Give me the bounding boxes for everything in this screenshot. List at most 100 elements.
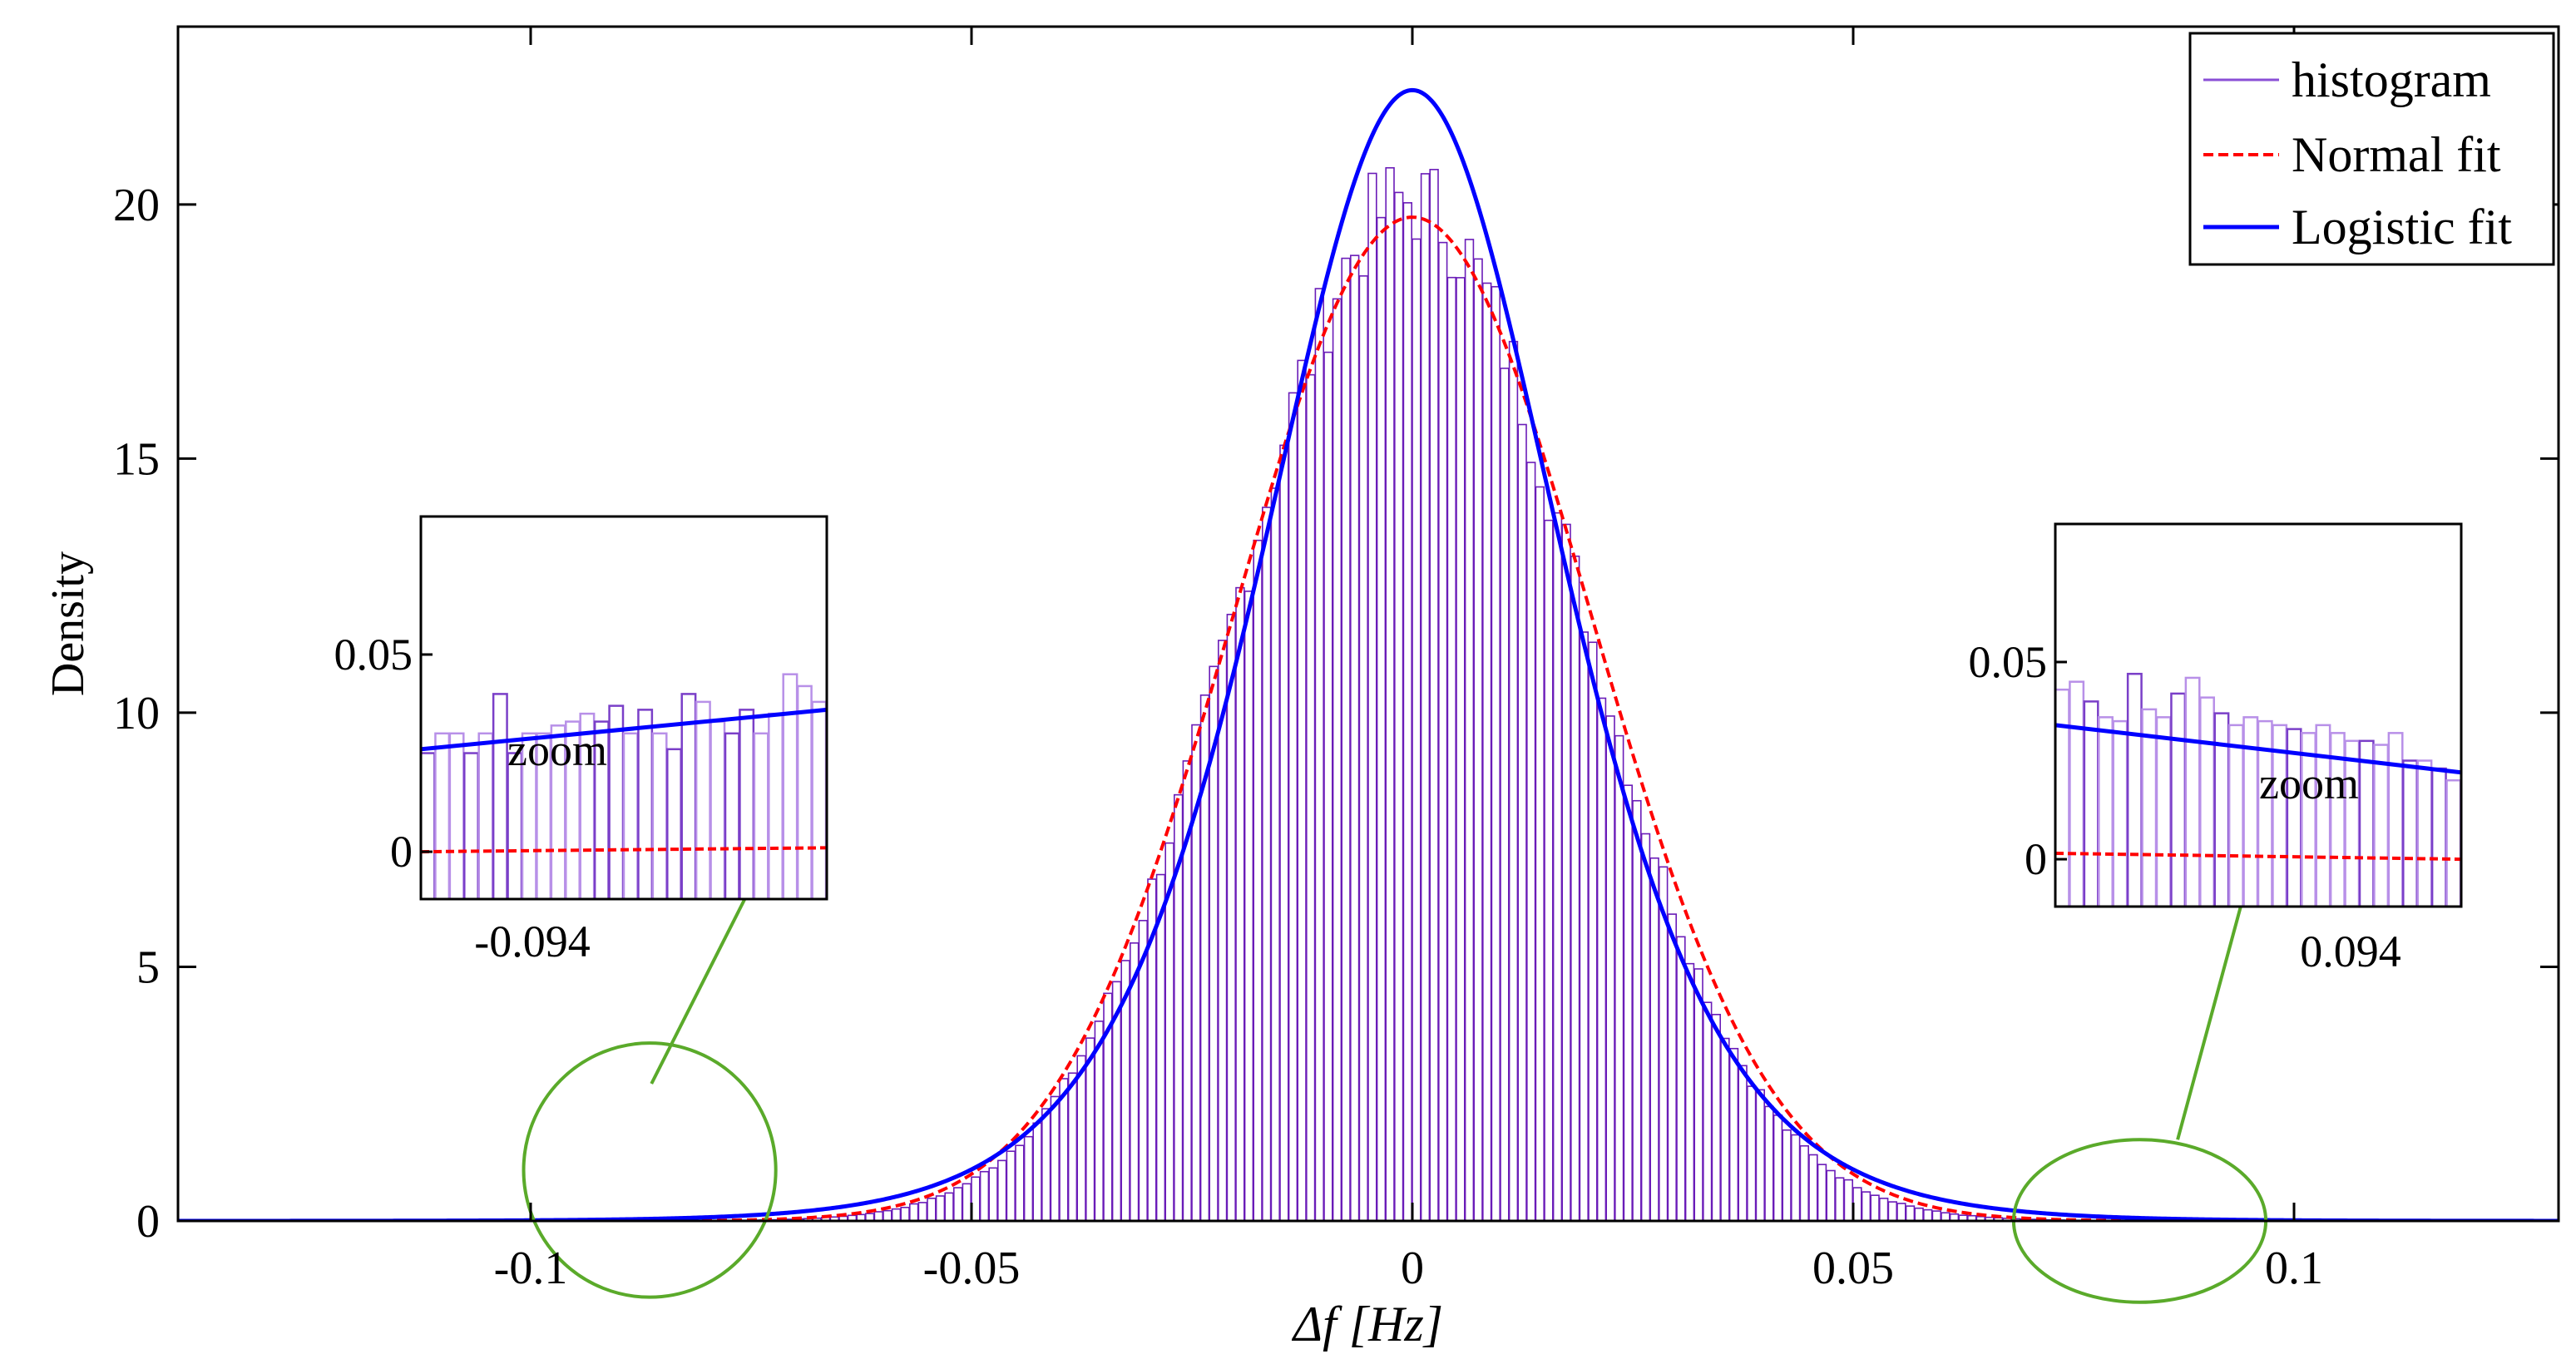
x-tick-label: -0.05 <box>923 1243 1021 1294</box>
x-axis-label: Δf [Hz] <box>1292 1297 1443 1352</box>
histogram-bar <box>1517 423 1527 1221</box>
inset-y-tick-label: 0.05 <box>1969 637 2048 687</box>
inset-y-tick-label: 0.05 <box>334 630 413 680</box>
histogram-bar <box>1438 241 1448 1221</box>
inset-right-zoom-label: zoom <box>2259 759 2359 808</box>
histogram-bar <box>1826 1169 1836 1221</box>
left-zoom-inset: 00.05 zoom -0.094 <box>334 515 828 966</box>
x-tick-label: 0 <box>1401 1243 1424 1294</box>
histogram-bar <box>1526 462 1536 1221</box>
histogram-bar <box>1420 173 1431 1221</box>
histogram-bar <box>1728 1047 1739 1221</box>
histogram-bar <box>883 1209 892 1221</box>
histogram-bar <box>1464 239 1475 1221</box>
histogram-bar <box>1023 1135 1034 1221</box>
histogram-bar <box>1412 238 1421 1221</box>
y-tick-label: 0 <box>136 1196 160 1248</box>
histogram-bar <box>1561 523 1571 1221</box>
histogram-bar <box>1570 555 1580 1221</box>
histogram-bar <box>1015 1144 1025 1221</box>
histogram-bar <box>1262 507 1272 1221</box>
right-zoom-inset: 0 0.05 zoom 0.094 <box>1969 522 2463 976</box>
histogram-bar <box>935 1195 946 1221</box>
histogram-bar <box>1473 258 1483 1221</box>
histogram-bar <box>1747 1085 1757 1221</box>
histogram-bar <box>1067 1072 1078 1221</box>
histogram-bar <box>1076 1055 1086 1221</box>
histogram-bar <box>953 1187 963 1221</box>
histogram-bar <box>1456 277 1466 1221</box>
y-axis-label: Density <box>42 551 94 696</box>
histogram-bar <box>1720 1037 1730 1221</box>
inset-left-frame <box>419 515 828 901</box>
y-tick-label: 20 <box>113 180 160 231</box>
histogram-bar <box>1350 255 1360 1221</box>
histogram-bar <box>979 1170 990 1221</box>
inset-right-bars <box>2055 672 2461 907</box>
histogram-bar <box>1323 351 1333 1221</box>
histogram-bar <box>1367 172 1377 1221</box>
inset-right-frame <box>2054 522 2463 908</box>
histogram-bar <box>1544 519 1554 1221</box>
histogram-bar <box>1649 857 1659 1221</box>
histogram-bar <box>917 1202 928 1221</box>
histogram-bar <box>1402 202 1413 1221</box>
histogram-bar <box>1879 1198 1889 1221</box>
histogram-bar <box>1394 191 1404 1221</box>
zoom-ellipse <box>522 1041 778 1299</box>
histogram-bar <box>856 1213 866 1221</box>
histogram-bar <box>1270 487 1281 1221</box>
histogram-bar <box>962 1183 972 1221</box>
histogram-bar <box>891 1208 902 1221</box>
inset-left-zoom-label: zoom <box>507 725 607 775</box>
histogram-bar <box>1703 1001 1713 1221</box>
histogram-bar <box>1676 936 1686 1221</box>
inset-y-tick-label: 0 <box>2025 834 2047 884</box>
histogram-bar <box>1623 784 1634 1221</box>
histogram-bar <box>1385 166 1395 1221</box>
histogram-bar <box>1755 1089 1765 1221</box>
histogram-bar <box>1297 359 1307 1221</box>
x-tick-label: 0.1 <box>2265 1243 2323 1294</box>
histogram-bar <box>1931 1210 1941 1221</box>
histogram-bar <box>1711 1014 1721 1221</box>
histogram-bar <box>873 1211 884 1221</box>
histogram-bar <box>1446 276 1457 1221</box>
histogram-bar <box>909 1203 919 1221</box>
legend-box <box>2188 32 2555 266</box>
histogram-bar <box>944 1192 954 1221</box>
histogram-bar <box>1843 1179 1853 1221</box>
legend: histogram Normal fit Logistic fit <box>2188 32 2555 266</box>
inset-right-x-tick-label: 0.094 <box>2300 927 2401 976</box>
histogram-bar <box>1279 444 1289 1221</box>
histogram-bar <box>1905 1205 1916 1221</box>
legend-label-logistic: Logistic fit <box>2292 200 2512 255</box>
histogram-bar <box>1799 1144 1809 1221</box>
histogram-bar <box>1235 586 1245 1221</box>
histogram-bar <box>1923 1208 1933 1221</box>
histogram-bar <box>1835 1177 1845 1221</box>
y-axis-ticks: 0 5 10 15 20 <box>113 180 2559 1248</box>
histogram-bar <box>1764 1105 1774 1221</box>
inset-left-logistic-line <box>421 707 827 752</box>
histogram-bar <box>1500 367 1510 1221</box>
histogram-bar <box>1508 340 1519 1221</box>
plot-frame <box>176 25 2560 1223</box>
histogram-bar <box>1870 1194 1880 1221</box>
histogram-bar <box>1226 613 1237 1221</box>
histogram-bar <box>1887 1201 1897 1221</box>
histogram-bar <box>1808 1154 1818 1221</box>
histogram-bar <box>1896 1203 1906 1221</box>
inset-left-normal-line <box>421 846 827 854</box>
histogram-bar <box>1773 1114 1783 1221</box>
y-tick-label: 15 <box>113 433 160 485</box>
histogram-bar <box>1791 1134 1801 1221</box>
histogram-bar <box>1588 641 1598 1221</box>
y-tick-label: 5 <box>136 941 160 993</box>
histogram-bar <box>1244 591 1254 1221</box>
x-tick-label: 0.05 <box>1812 1243 1894 1294</box>
histogram-bar <box>1632 799 1642 1221</box>
histogram-bar <box>1253 539 1263 1221</box>
